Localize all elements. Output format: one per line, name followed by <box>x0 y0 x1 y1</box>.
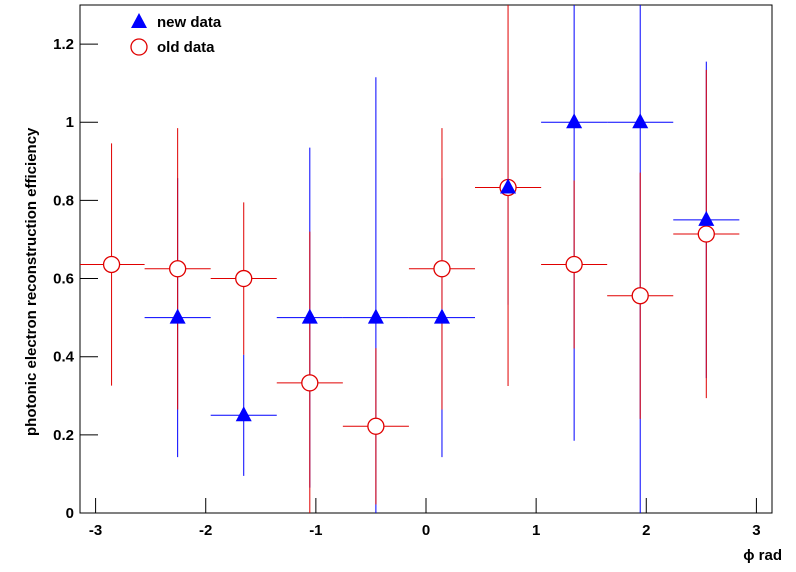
marker <box>168 260 187 278</box>
marker <box>565 255 583 274</box>
x-tick-label: 2 <box>642 522 650 539</box>
marker <box>235 269 253 288</box>
marker <box>367 417 385 435</box>
marker <box>235 406 252 422</box>
marker <box>698 210 715 226</box>
legend-label: old data <box>157 39 215 56</box>
y-tick-label: 0.6 <box>53 271 74 288</box>
y-tick-label: 0.2 <box>53 427 74 444</box>
marker <box>102 255 121 274</box>
x-axis-label: ϕ rad <box>743 547 782 564</box>
y-axis-label: photonic electron reconstruction efficie… <box>23 127 40 436</box>
marker <box>367 308 384 324</box>
y-tick-label: 0.4 <box>53 349 75 366</box>
plot-area <box>80 5 740 513</box>
y-tick-label: 1 <box>66 114 74 131</box>
y-tick-label: 0.8 <box>53 192 74 209</box>
legend-marker <box>130 38 148 56</box>
marker <box>632 113 649 129</box>
marker <box>169 308 186 324</box>
marker <box>301 308 318 324</box>
x-tick-label: -3 <box>89 522 102 539</box>
x-tick-label: -2 <box>199 522 212 539</box>
y-tick-label: 0 <box>66 505 74 522</box>
y-tick-label: 1.2 <box>53 36 74 53</box>
marker <box>697 225 715 243</box>
x-tick-label: 3 <box>752 522 760 539</box>
marker <box>301 374 319 392</box>
marker <box>500 178 517 194</box>
marker <box>433 308 450 324</box>
x-tick-label: 0 <box>422 522 430 539</box>
marker <box>631 287 649 305</box>
marker <box>433 260 451 278</box>
marker <box>566 113 583 129</box>
x-tick-label: 1 <box>532 522 540 539</box>
x-tick-label: -1 <box>309 522 322 539</box>
legend-label: new data <box>157 14 222 31</box>
legend-marker <box>131 13 147 28</box>
